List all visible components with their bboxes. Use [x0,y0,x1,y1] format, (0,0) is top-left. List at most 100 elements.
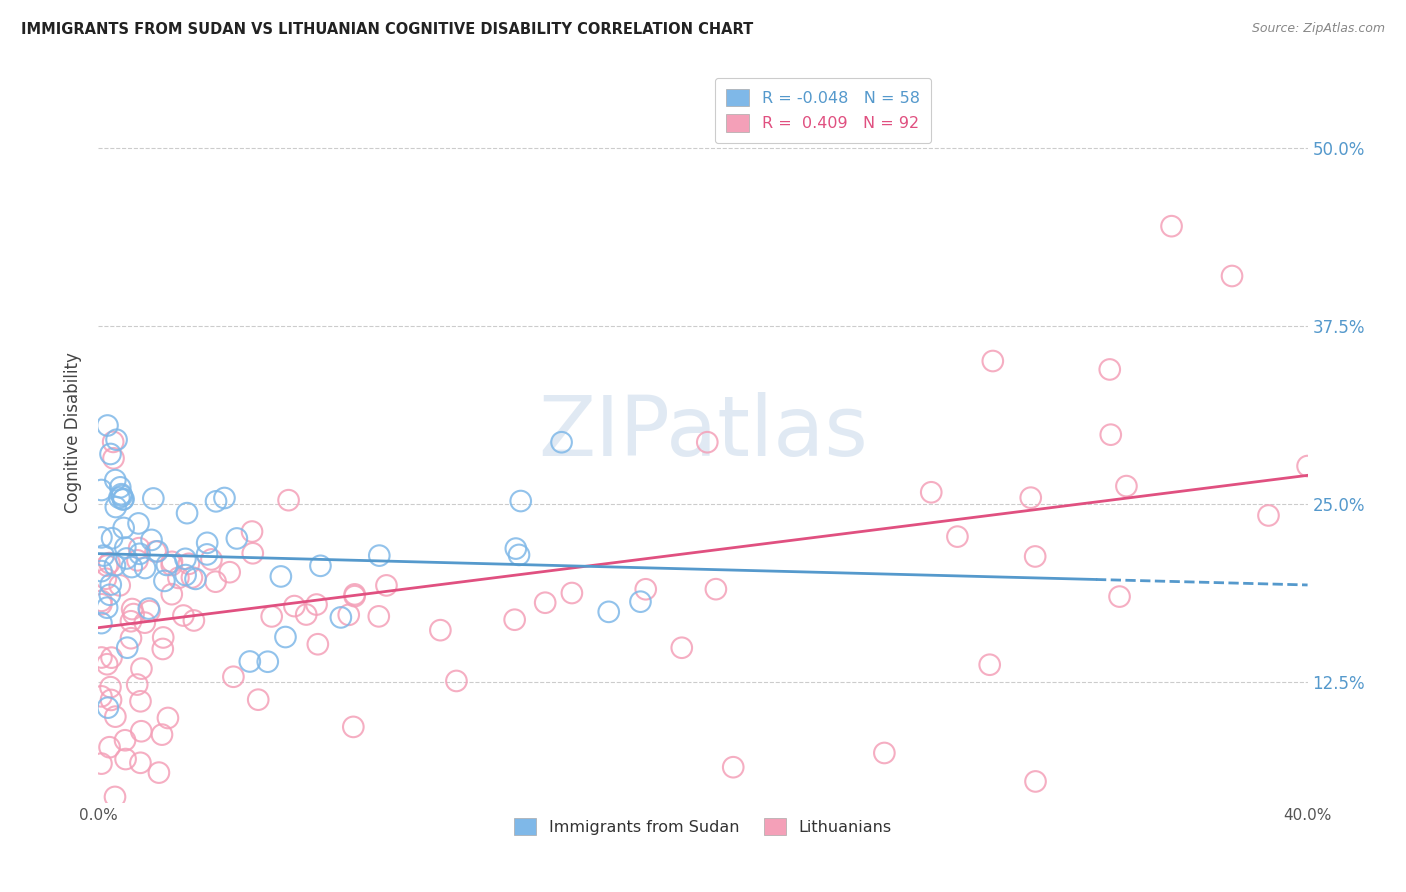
Point [505,541,527,556]
Point [152,631,174,645]
Point [101,531,124,545]
Point [153,574,176,588]
Point [127,677,149,691]
Point [200,552,222,566]
Point [723,760,745,774]
Point [105,433,128,447]
Point [142,491,165,506]
Point [97,700,120,714]
Point [98,588,121,602]
Point [342,720,364,734]
Point [1296,458,1319,473]
Point [176,506,198,520]
Point [100,650,122,665]
Point [121,602,143,616]
Point [509,494,531,508]
Text: Source: ZipAtlas.com: Source: ZipAtlas.com [1251,22,1385,36]
Point [368,549,391,563]
Point [239,655,262,669]
Point [307,637,329,651]
Point [108,578,131,592]
Point [671,640,693,655]
Point [630,595,652,609]
Point [129,724,152,739]
Point [120,631,142,645]
Point [90,690,112,704]
Point [920,485,942,500]
Point [1024,774,1046,789]
Point [111,492,134,507]
Point [127,553,149,567]
Point [101,434,124,449]
Point [156,711,179,725]
Point [979,657,1001,672]
Point [110,480,132,494]
Point [98,556,121,570]
Point [134,561,156,575]
Point [117,640,139,655]
Point [195,536,218,550]
Point [114,733,136,747]
Point [218,565,240,579]
Point [283,599,305,613]
Point [167,571,190,585]
Point [148,765,170,780]
Point [96,657,118,672]
Point [550,435,572,450]
Point [100,577,122,591]
Point [141,533,163,547]
Point [270,569,292,583]
Legend: Immigrants from Sudan, Lithuanians: Immigrants from Sudan, Lithuanians [503,807,903,847]
Point [90,597,112,611]
Point [295,607,318,622]
Point [343,589,366,603]
Point [90,616,112,631]
Point [94,572,117,586]
Point [1099,427,1122,442]
Point [1115,479,1137,493]
Point [256,655,278,669]
Point [100,693,122,707]
Point [115,551,138,566]
Point [104,789,127,804]
Point [90,756,112,771]
Point [634,582,657,597]
Point [110,487,132,501]
Point [1257,508,1279,523]
Point [183,614,205,628]
Point [100,680,122,694]
Point [367,609,389,624]
Y-axis label: Cognitive Disability: Cognitive Disability [65,352,83,513]
Point [90,564,112,578]
Point [93,549,115,563]
Point [138,604,160,618]
Point [103,451,125,466]
Point [375,578,398,592]
Point [90,594,112,608]
Point [112,492,135,507]
Point [160,587,183,601]
Point [98,740,121,755]
Point [114,752,136,766]
Point [1019,491,1042,505]
Point [873,746,896,760]
Point [138,601,160,615]
Point [96,558,118,573]
Point [337,607,360,622]
Point [174,568,197,582]
Point [96,600,118,615]
Point [696,435,718,450]
Point [222,670,245,684]
Point [277,493,299,508]
Point [128,516,150,531]
Point [195,548,218,562]
Point [305,598,328,612]
Point [104,709,127,723]
Point [160,555,183,569]
Point [90,483,112,497]
Point [156,558,179,572]
Point [131,662,153,676]
Point [184,572,207,586]
Point [112,521,135,535]
Point [100,447,122,461]
